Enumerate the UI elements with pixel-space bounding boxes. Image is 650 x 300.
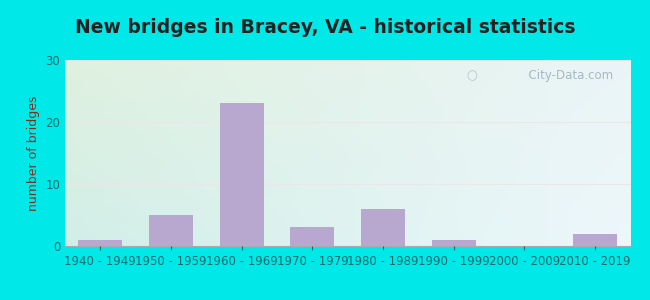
Bar bbox=[149, 215, 193, 246]
Text: City-Data.com: City-Data.com bbox=[521, 69, 614, 82]
Text: New bridges in Bracey, VA - historical statistics: New bridges in Bracey, VA - historical s… bbox=[75, 18, 575, 37]
Bar bbox=[573, 234, 617, 246]
Text: ○: ○ bbox=[467, 69, 477, 82]
Bar bbox=[220, 103, 264, 246]
Bar bbox=[291, 227, 334, 246]
Bar bbox=[79, 240, 122, 246]
Bar bbox=[361, 209, 405, 246]
Bar bbox=[432, 240, 476, 246]
Y-axis label: number of bridges: number of bridges bbox=[27, 95, 40, 211]
